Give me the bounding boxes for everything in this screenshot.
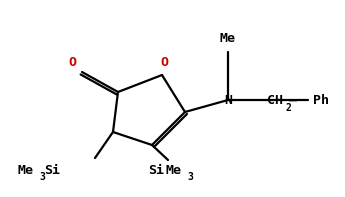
Text: Me: Me [220,32,236,45]
Text: —: — [289,94,297,107]
Text: Si: Si [44,164,60,177]
Text: Me: Me [18,164,34,177]
Text: Si: Si [148,164,164,177]
Text: CH: CH [267,94,283,107]
Text: Ph: Ph [313,94,329,107]
Text: N: N [224,94,232,107]
Text: O: O [68,56,76,69]
Text: 3: 3 [39,172,45,182]
Text: 2: 2 [286,103,292,113]
Text: O: O [160,56,168,69]
Text: 3: 3 [187,172,193,182]
Text: Me: Me [165,164,181,177]
